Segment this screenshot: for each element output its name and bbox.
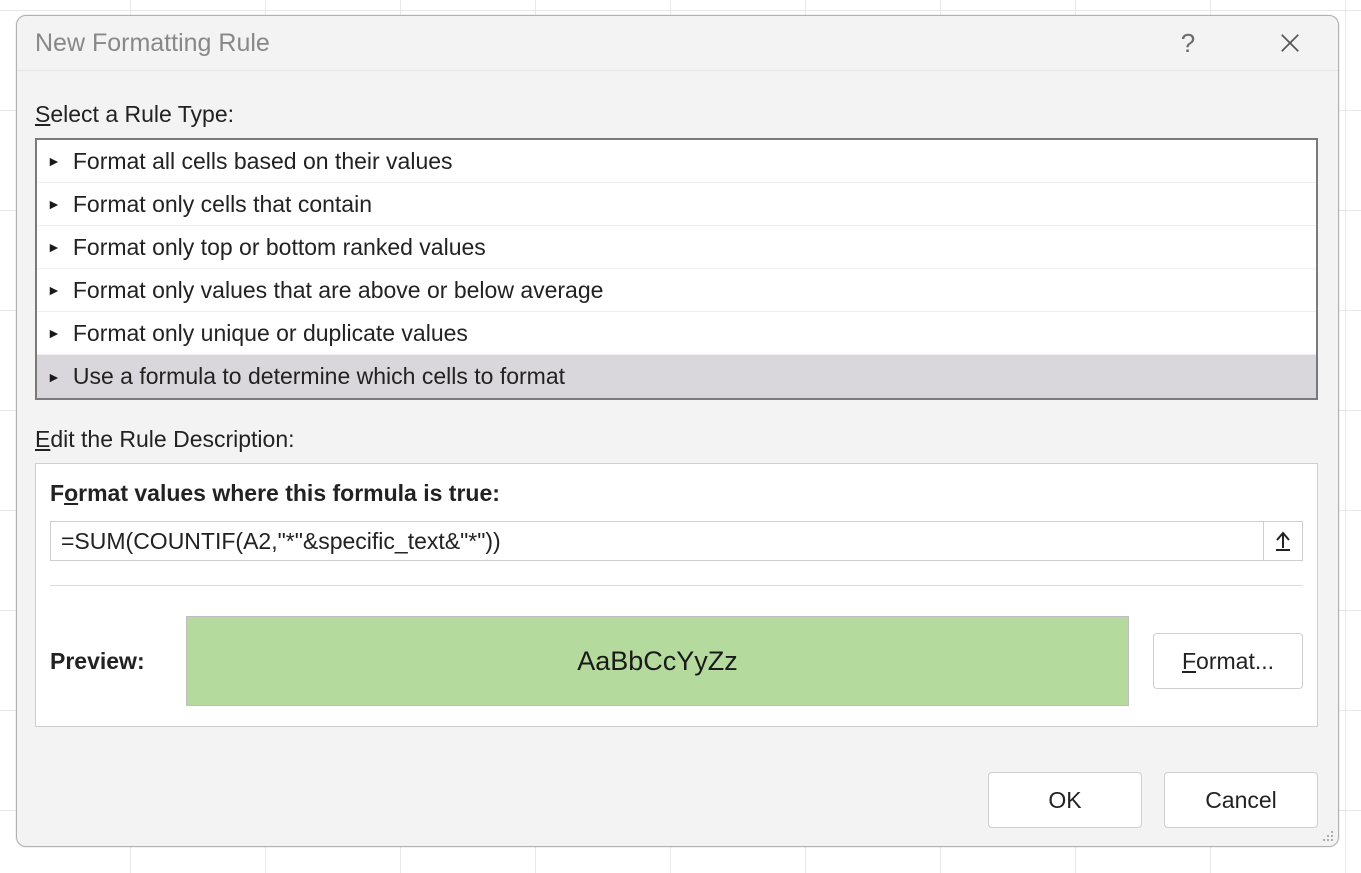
rule-type-label: Select a Rule Type:	[35, 101, 1318, 128]
formula-input[interactable]	[50, 521, 1264, 561]
rule-type-item[interactable]: ► Use a formula to determine which cells…	[37, 355, 1316, 398]
triangle-right-icon: ►	[47, 240, 61, 254]
rule-type-item-label: Format only cells that contain	[73, 191, 372, 218]
rule-type-item-label: Format only unique or duplicate values	[73, 320, 468, 347]
rule-description-box: Format values where this formula is true…	[35, 463, 1318, 727]
range-picker-button[interactable]	[1263, 521, 1303, 561]
format-button-rest: ormat...	[1196, 648, 1274, 674]
format-button[interactable]: Format...	[1153, 633, 1303, 689]
preview-label: Preview:	[50, 648, 162, 675]
divider	[50, 585, 1303, 586]
rule-type-item-label: Format only values that are above or bel…	[73, 277, 604, 304]
rule-type-item[interactable]: ► Format only values that are above or b…	[37, 269, 1316, 312]
preview-swatch: AaBbCcYyZz	[186, 616, 1129, 706]
dialog-titlebar: New Formatting Rule ?	[17, 16, 1338, 71]
close-button[interactable]	[1262, 19, 1318, 67]
triangle-right-icon: ►	[47, 197, 61, 211]
close-icon	[1279, 32, 1301, 54]
dialog-body: Select a Rule Type: ► Format all cells b…	[17, 71, 1338, 846]
help-button[interactable]: ?	[1164, 19, 1212, 67]
formula-header-underline: o	[64, 480, 78, 506]
preview-sample-text: AaBbCcYyZz	[577, 646, 738, 677]
rule-type-item[interactable]: ► Format all cells based on their values	[37, 140, 1316, 183]
format-button-underline: F	[1182, 648, 1196, 674]
rule-type-item-label: Use a formula to determine which cells t…	[73, 363, 565, 390]
triangle-right-icon: ►	[47, 326, 61, 340]
formula-header-pre: F	[50, 480, 64, 506]
rule-type-item[interactable]: ► Format only top or bottom ranked value…	[37, 226, 1316, 269]
rule-type-list: ► Format all cells based on their values…	[35, 138, 1318, 400]
help-icon: ?	[1181, 28, 1195, 59]
resize-grip-icon[interactable]	[1320, 828, 1334, 842]
triangle-right-icon: ►	[47, 370, 61, 384]
cancel-button[interactable]: Cancel	[1164, 772, 1318, 828]
dialog-title: New Formatting Rule	[35, 29, 1164, 58]
ok-button[interactable]: OK	[988, 772, 1142, 828]
collapse-dialog-icon	[1274, 530, 1292, 552]
preview-row: Preview: AaBbCcYyZz Format...	[50, 616, 1303, 706]
rule-type-item-label: Format all cells based on their values	[73, 148, 453, 175]
triangle-right-icon: ►	[47, 154, 61, 168]
triangle-right-icon: ►	[47, 283, 61, 297]
rule-type-item[interactable]: ► Format only unique or duplicate values	[37, 312, 1316, 355]
formula-header-post: rmat values where this formula is true:	[78, 480, 500, 506]
formula-row	[50, 521, 1303, 561]
dialog-button-row: OK Cancel	[35, 772, 1318, 828]
rule-type-item-label: Format only top or bottom ranked values	[73, 234, 486, 261]
rule-type-item[interactable]: ► Format only cells that contain	[37, 183, 1316, 226]
rule-description-label: Edit the Rule Description:	[35, 426, 1318, 453]
new-formatting-rule-dialog: New Formatting Rule ? Select a Rule Type…	[16, 15, 1339, 847]
formula-header: Format values where this formula is true…	[50, 480, 1303, 507]
